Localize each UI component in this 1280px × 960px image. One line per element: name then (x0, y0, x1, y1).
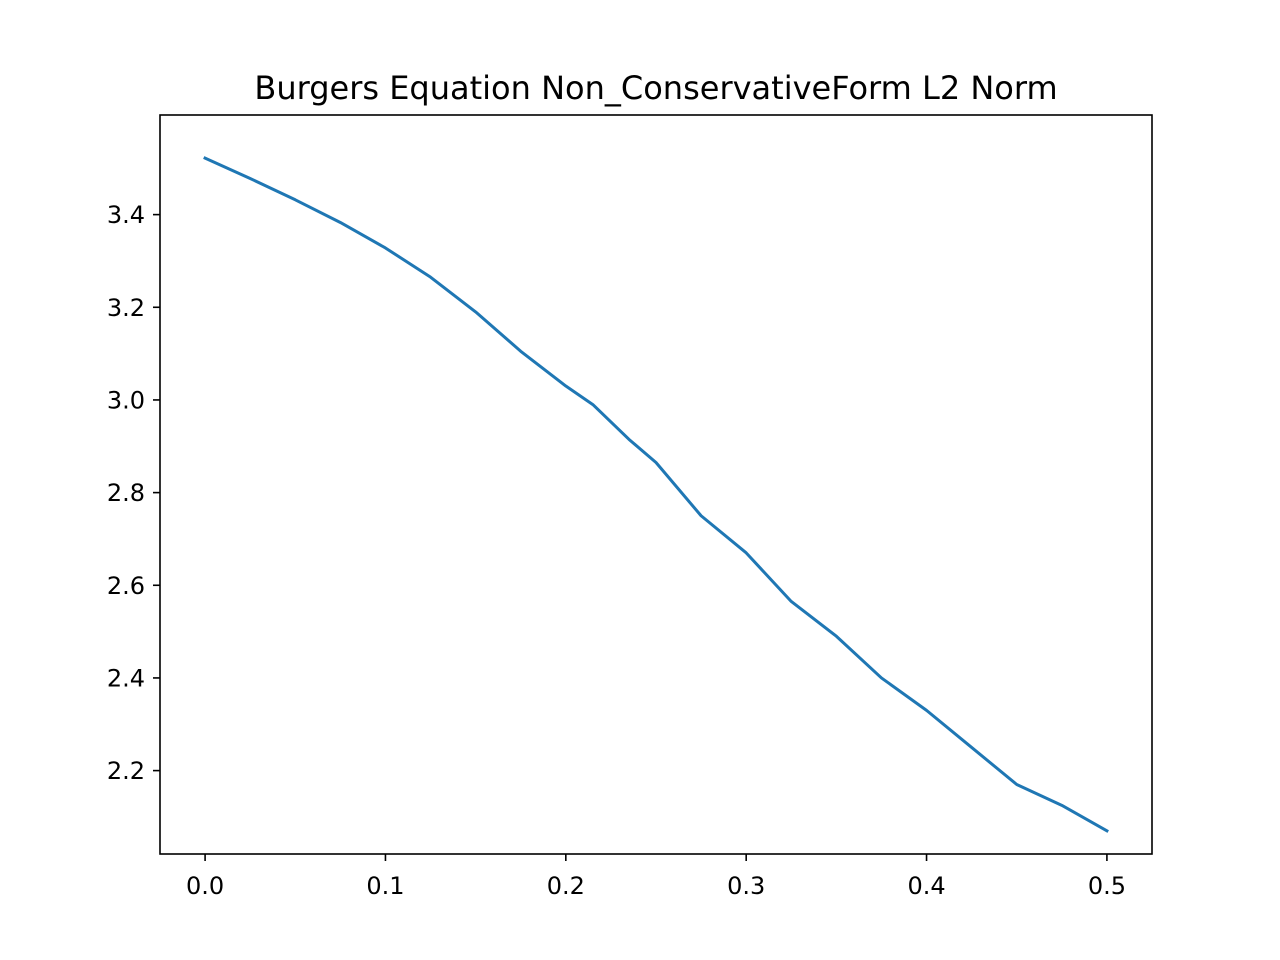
x-tick-label: 0.3 (727, 872, 765, 900)
y-tick-label: 2.8 (107, 479, 145, 507)
series-line-0 (203, 156, 1109, 833)
y-tick-label: 3.0 (107, 386, 145, 414)
y-tick-label: 3.2 (107, 294, 145, 322)
x-tick-label: 0.0 (186, 872, 224, 900)
y-tick-label: 2.6 (107, 572, 145, 600)
y-tick-label: 3.4 (107, 201, 145, 229)
x-tick-label: 0.4 (907, 872, 945, 900)
plot-area (159, 114, 1153, 855)
x-tick-label: 0.1 (366, 872, 404, 900)
y-axis: 2.2 2.4 2.6 2.8 3.0 3.2 3.4 (107, 201, 160, 785)
x-tick-label: 0.5 (1088, 872, 1126, 900)
x-tick-label: 0.2 (547, 872, 585, 900)
x-axis: 0.0 0.1 0.2 0.3 0.4 0.5 (186, 854, 1126, 900)
y-tick-label: 2.2 (107, 757, 145, 785)
chart-title: Burgers Equation Non_ConservativeForm L2… (254, 69, 1057, 107)
y-tick-label: 2.4 (107, 664, 145, 692)
plot-frame (159, 114, 1153, 855)
